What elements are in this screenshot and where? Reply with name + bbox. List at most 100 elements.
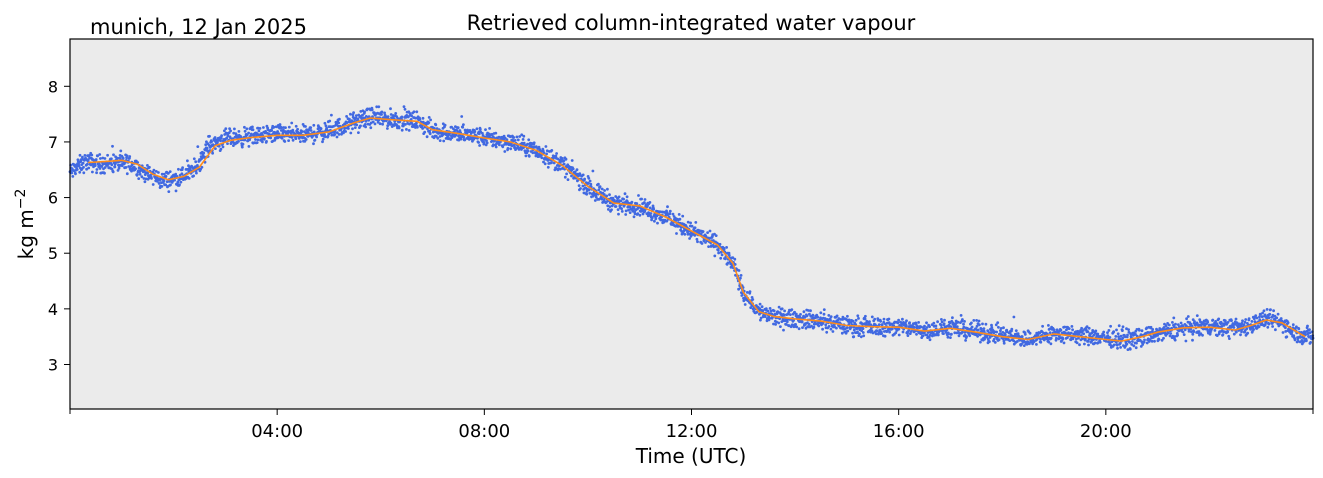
data-point (625, 195, 629, 199)
data-point (323, 121, 327, 125)
y-tick-label: 5 (48, 244, 58, 263)
data-point (827, 314, 831, 317)
data-point (1098, 340, 1102, 344)
data-point (852, 328, 856, 332)
data-point (936, 320, 939, 324)
data-point (192, 157, 196, 161)
data-point (708, 229, 712, 233)
data-point (142, 177, 146, 180)
data-point (675, 232, 678, 235)
data-point (381, 122, 384, 126)
data-point (965, 335, 968, 338)
data-point (291, 138, 295, 142)
data-point (526, 142, 529, 146)
data-point (1191, 332, 1195, 336)
data-point (1239, 333, 1242, 337)
data-point (630, 200, 634, 204)
data-point (957, 334, 961, 338)
data-point (83, 154, 87, 157)
data-point (1257, 325, 1261, 329)
data-point (597, 182, 600, 186)
data-point (527, 154, 531, 158)
data-point (458, 129, 462, 132)
data-point (70, 171, 74, 175)
data-point (1173, 338, 1177, 342)
data-point (731, 256, 735, 259)
data-point (357, 131, 360, 135)
data-point (825, 330, 829, 334)
data-point (593, 199, 597, 202)
data-point (116, 169, 120, 172)
data-point (851, 331, 854, 335)
data-point (819, 311, 823, 315)
data-point (397, 126, 401, 130)
data-point (768, 316, 772, 320)
data-point (522, 141, 526, 145)
data-point (90, 153, 94, 157)
data-point (1284, 326, 1287, 330)
y-axis: 3 4 5 6 7 8 (48, 77, 70, 374)
data-point (520, 133, 524, 137)
data-point (963, 331, 967, 334)
data-point (1305, 339, 1308, 343)
data-point (219, 147, 223, 151)
data-point (400, 115, 404, 119)
data-point (1265, 308, 1269, 311)
data-point (919, 325, 923, 329)
data-point (1295, 325, 1298, 329)
data-point (1182, 333, 1186, 336)
data-point (994, 323, 998, 327)
data-point (1157, 338, 1161, 341)
data-point (537, 145, 541, 149)
data-point (1232, 332, 1236, 336)
data-point (1291, 323, 1295, 327)
data-point (257, 129, 261, 133)
data-point (366, 107, 369, 111)
data-point (869, 323, 873, 327)
data-point (648, 201, 652, 204)
data-point (760, 305, 764, 309)
data-point (237, 140, 240, 143)
data-point (247, 131, 251, 135)
data-point (113, 165, 117, 169)
data-point (841, 318, 844, 321)
data-point (700, 242, 704, 245)
data-point (347, 127, 350, 130)
data-point (646, 204, 649, 208)
data-point (195, 171, 198, 175)
data-point (1092, 333, 1096, 337)
data-point (829, 327, 833, 331)
data-point (146, 171, 150, 175)
data-point (1020, 335, 1024, 338)
data-point (512, 143, 516, 147)
data-point (363, 123, 367, 126)
data-point (408, 122, 411, 126)
data-point (650, 216, 654, 220)
data-point (883, 334, 887, 338)
data-point (98, 153, 102, 156)
data-point (1086, 330, 1090, 333)
data-point (338, 117, 341, 121)
data-point (1012, 315, 1016, 319)
data-point (1077, 333, 1081, 336)
data-point (807, 309, 810, 312)
data-point (251, 125, 254, 129)
data-point (1039, 340, 1043, 344)
data-point (488, 126, 491, 130)
data-point (425, 135, 429, 139)
data-point (739, 274, 743, 277)
data-point (1106, 331, 1109, 334)
data-point (1094, 329, 1098, 333)
data-point (125, 154, 129, 158)
data-point (515, 135, 519, 139)
data-point (415, 110, 419, 114)
data-point (95, 168, 99, 171)
data-point (283, 140, 287, 143)
data-point (665, 211, 669, 215)
data-point (1166, 331, 1170, 334)
data-point (407, 115, 410, 118)
data-point (300, 130, 304, 133)
data-point (291, 128, 295, 132)
data-point (245, 127, 249, 131)
data-point (337, 121, 341, 125)
